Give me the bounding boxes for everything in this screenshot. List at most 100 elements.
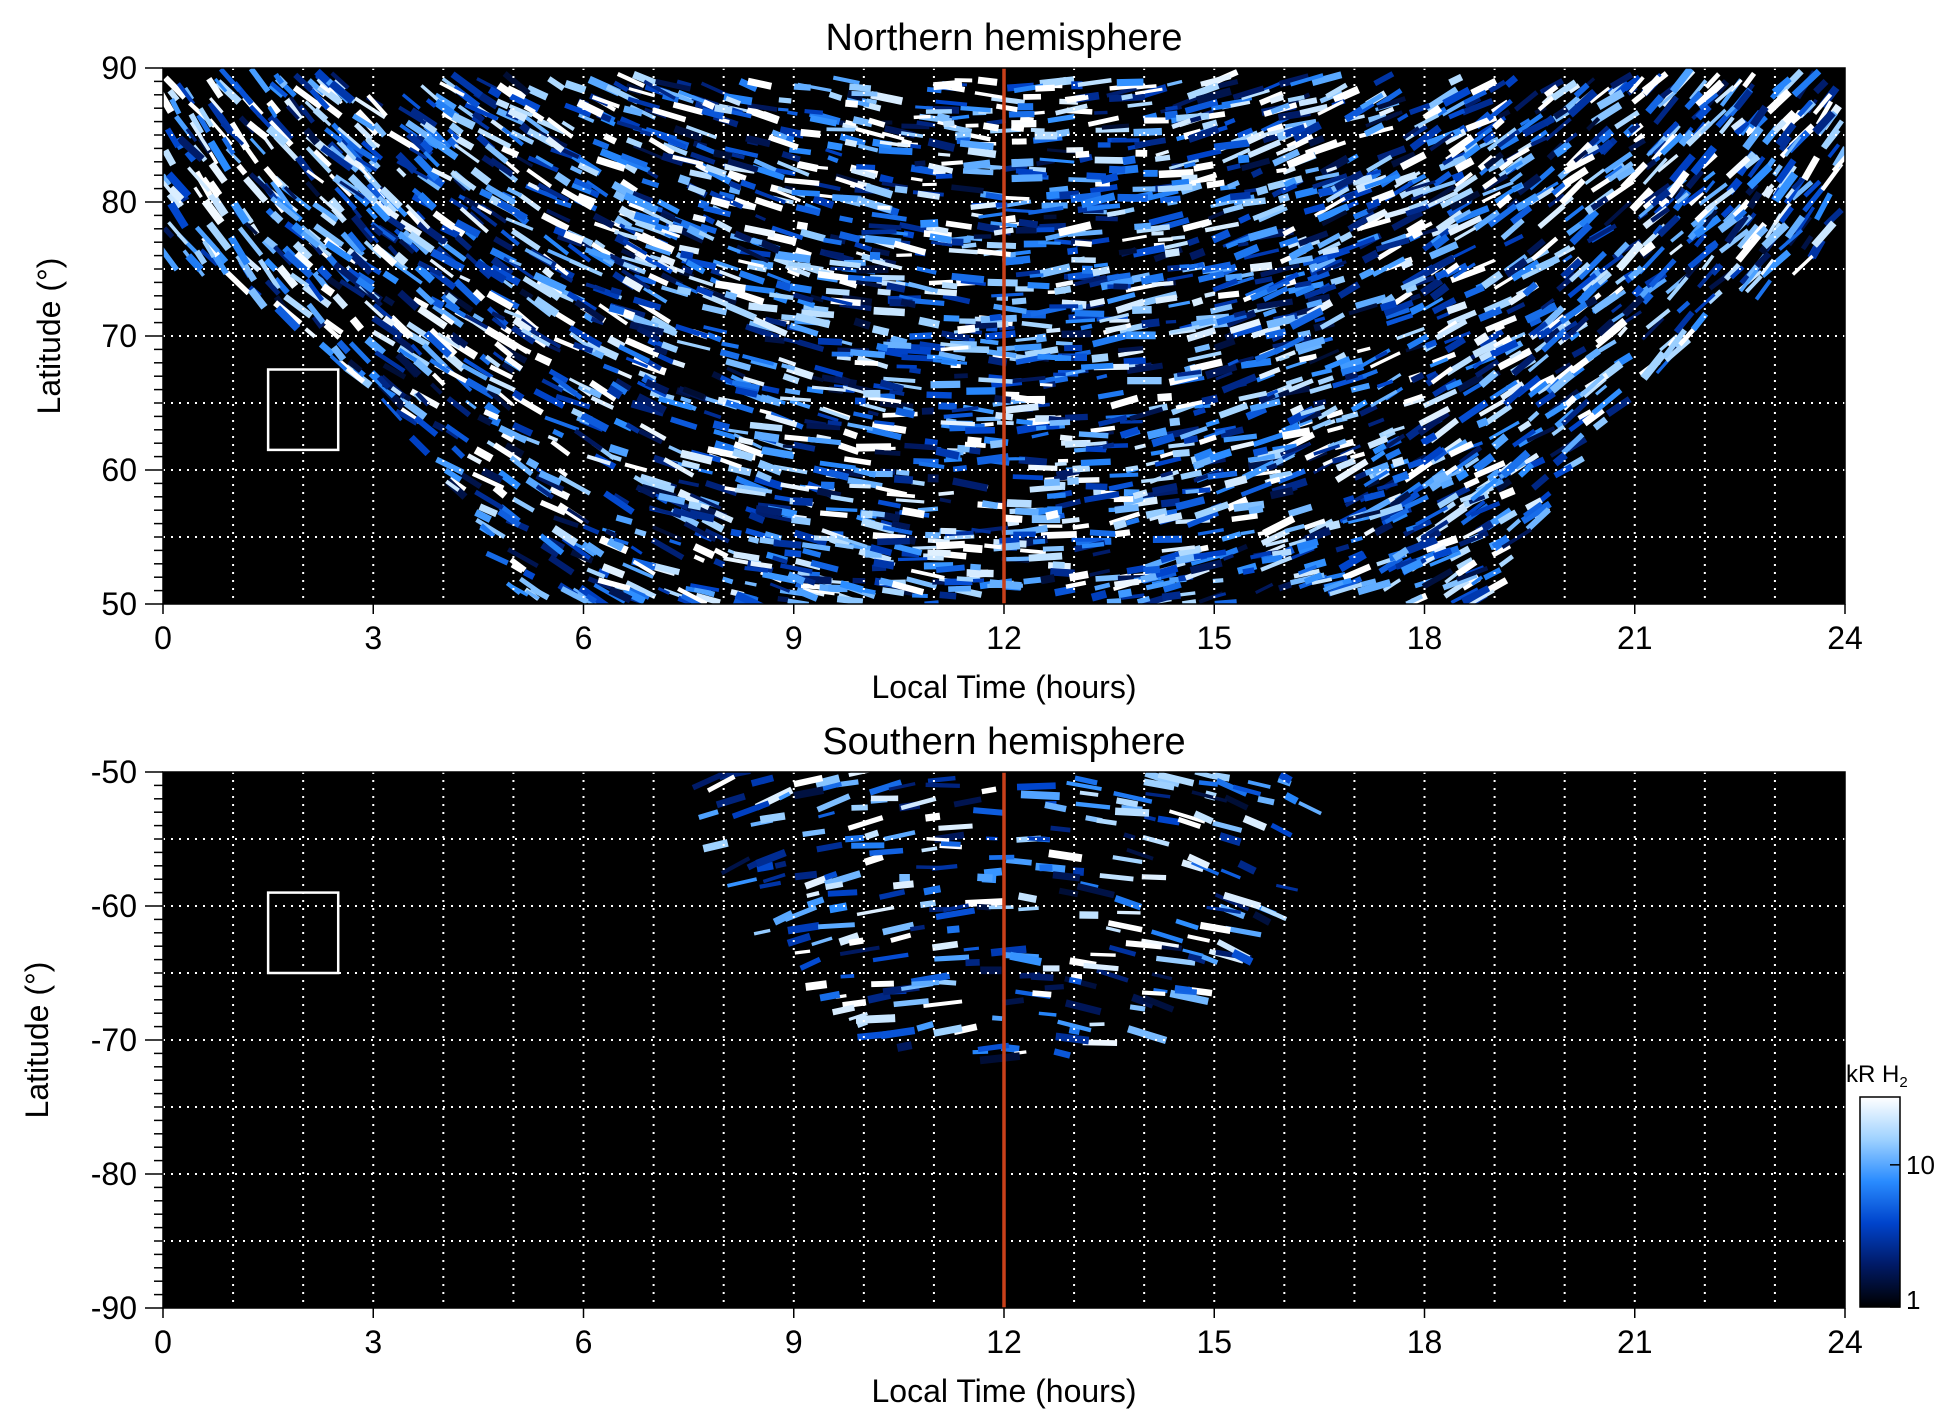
heatmap-cell bbox=[1364, 173, 1400, 190]
heatmap-cell bbox=[953, 1023, 978, 1036]
heatmap-cell bbox=[1117, 910, 1141, 915]
heatmap-cell bbox=[1087, 115, 1120, 127]
heatmap-cell bbox=[1285, 376, 1304, 387]
heatmap-cell bbox=[1209, 448, 1233, 463]
heatmap-cell bbox=[1450, 587, 1479, 604]
heatmap-cell bbox=[751, 164, 785, 181]
heatmap-cell bbox=[1535, 181, 1559, 197]
heatmap-cell bbox=[1155, 149, 1170, 158]
heatmap-cell bbox=[1489, 379, 1518, 401]
heatmap-cell bbox=[537, 182, 570, 203]
heatmap-cell bbox=[551, 525, 579, 547]
heatmap-cell bbox=[1519, 118, 1531, 127]
heatmap-cell bbox=[1223, 433, 1258, 443]
heatmap-cell bbox=[1243, 248, 1280, 260]
heatmap-cell bbox=[1578, 208, 1600, 229]
heatmap-cell bbox=[1384, 508, 1410, 525]
heatmap-cell bbox=[1226, 163, 1241, 172]
heatmap-cell bbox=[758, 238, 781, 254]
y-tick-label: -70 bbox=[91, 1022, 137, 1058]
heatmap-cell bbox=[622, 562, 654, 579]
heatmap-cell bbox=[932, 358, 968, 365]
heatmap-cell bbox=[754, 189, 786, 205]
heatmap-cell bbox=[608, 586, 633, 604]
heatmap-cell bbox=[1454, 171, 1474, 188]
heatmap-cell bbox=[927, 549, 951, 557]
heatmap-cell bbox=[977, 873, 993, 882]
heatmap-cell bbox=[1136, 224, 1171, 234]
heatmap-cell bbox=[695, 592, 721, 604]
heatmap-cell bbox=[1186, 510, 1220, 528]
heatmap-cell bbox=[504, 355, 524, 371]
heatmap-cell bbox=[1126, 847, 1154, 861]
heatmap-cell bbox=[772, 910, 794, 926]
heatmap-cell bbox=[737, 436, 754, 446]
x-tick-label: 0 bbox=[154, 620, 172, 656]
heatmap-cell bbox=[1141, 938, 1180, 948]
heatmap-cell bbox=[185, 253, 204, 273]
heatmap-cell bbox=[1576, 284, 1597, 306]
heatmap-cell bbox=[201, 198, 225, 226]
heatmap-cell bbox=[896, 364, 917, 369]
heatmap-cell bbox=[796, 160, 819, 173]
heatmap-cell bbox=[1742, 125, 1764, 151]
heatmap-cell bbox=[971, 527, 991, 534]
heatmap-cell bbox=[690, 583, 720, 593]
heatmap-cell bbox=[1034, 131, 1058, 140]
x-tick-label: 9 bbox=[785, 620, 803, 656]
heatmap-cell bbox=[462, 357, 494, 379]
heatmap-cell bbox=[693, 586, 716, 598]
heatmap-cell bbox=[1678, 129, 1695, 147]
heatmap-cell bbox=[585, 282, 606, 292]
heatmap-cell bbox=[1455, 469, 1469, 482]
heatmap-cell bbox=[1366, 169, 1382, 177]
heatmap-cell bbox=[1280, 183, 1298, 195]
heatmap-cell bbox=[470, 205, 498, 228]
heatmap-cell bbox=[1134, 222, 1152, 231]
heatmap-cell bbox=[449, 331, 469, 349]
heatmap-cell bbox=[1246, 130, 1267, 145]
heatmap-cell bbox=[606, 537, 625, 552]
heatmap-cell bbox=[1471, 575, 1484, 586]
heatmap-cell bbox=[1503, 233, 1524, 247]
heatmap-cell bbox=[893, 240, 927, 256]
heatmap-cell bbox=[1189, 247, 1206, 261]
heatmap-cell bbox=[900, 298, 917, 309]
heatmap-cell bbox=[394, 408, 418, 426]
heatmap-cell bbox=[1359, 92, 1384, 110]
heatmap-cell bbox=[1527, 353, 1549, 373]
heatmap-cell bbox=[1297, 343, 1323, 356]
heatmap-cell bbox=[563, 230, 584, 245]
heatmap-cell bbox=[870, 795, 899, 802]
heatmap-cell bbox=[585, 593, 598, 604]
heatmap-cell bbox=[1391, 456, 1405, 468]
heatmap-cell bbox=[526, 296, 552, 318]
heatmap-cell bbox=[616, 120, 643, 132]
heatmap-cell bbox=[570, 549, 594, 564]
heatmap-cell bbox=[1151, 972, 1173, 981]
heatmap-cell bbox=[1129, 1004, 1146, 1012]
heatmap-cell bbox=[1044, 984, 1064, 991]
heatmap-cell bbox=[1004, 208, 1036, 214]
heatmap-cell bbox=[753, 158, 777, 173]
heatmap-cell bbox=[925, 812, 941, 822]
heatmap-cell bbox=[1590, 195, 1609, 211]
heatmap-cell bbox=[1512, 428, 1536, 448]
heatmap-cell bbox=[1145, 460, 1160, 467]
heatmap-cell bbox=[546, 117, 574, 139]
heatmap-cell bbox=[727, 158, 759, 173]
heatmap-cell bbox=[690, 151, 716, 165]
heatmap-cell bbox=[854, 397, 866, 405]
heatmap-cell bbox=[1151, 280, 1174, 287]
heatmap-cell bbox=[1541, 328, 1567, 353]
heatmap-cell bbox=[283, 250, 314, 279]
heatmap-cell bbox=[1102, 442, 1115, 450]
heatmap-cell bbox=[353, 122, 373, 142]
heatmap-cell bbox=[530, 328, 562, 349]
heatmap-cell bbox=[915, 105, 933, 110]
heatmap-cell bbox=[474, 259, 507, 284]
heatmap-cell bbox=[623, 105, 643, 117]
heatmap-cell bbox=[1016, 782, 1056, 791]
heatmap-cell bbox=[1660, 132, 1684, 156]
heatmap-cell bbox=[1278, 772, 1293, 784]
